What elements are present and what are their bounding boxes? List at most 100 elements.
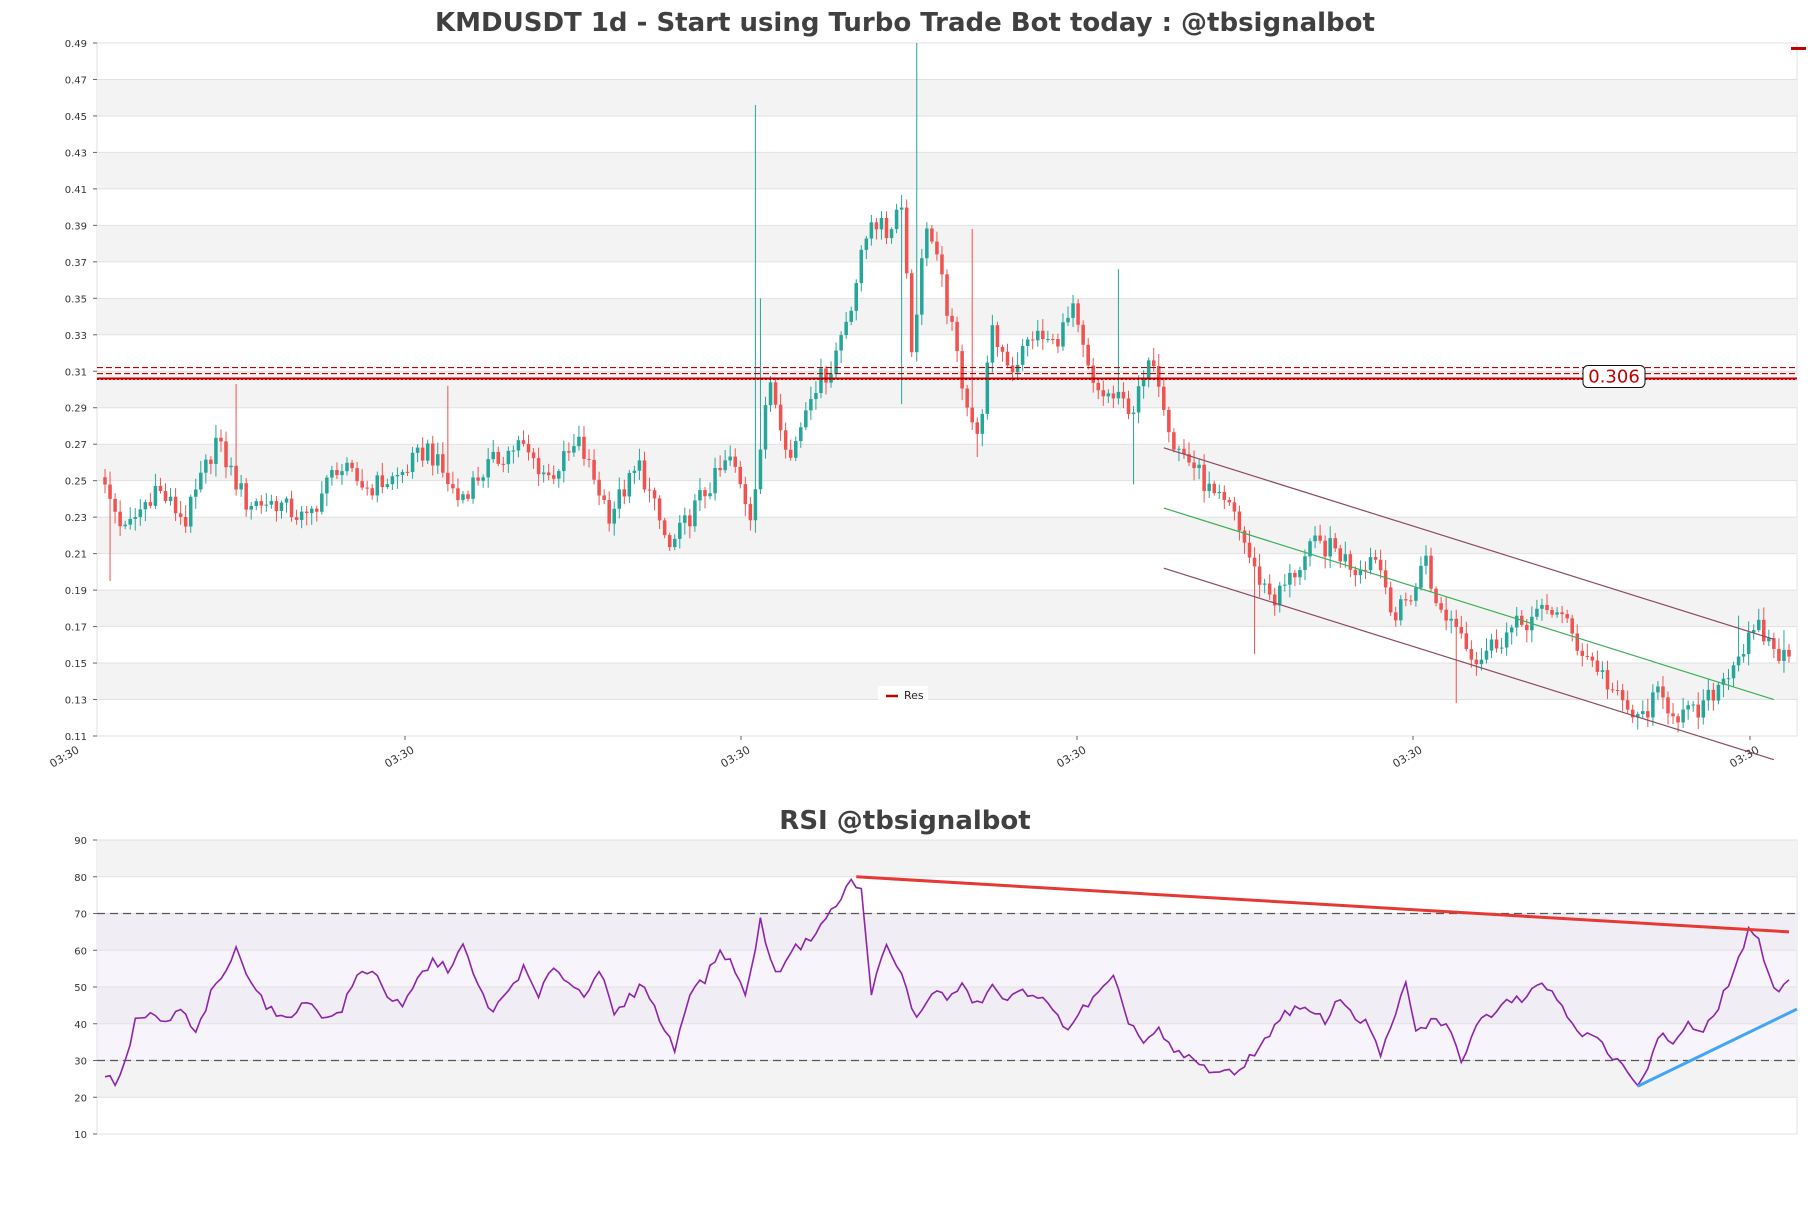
candle-body (1227, 499, 1232, 503)
candle-body (395, 474, 400, 477)
price-xtick-label: 03:30 (48, 743, 82, 770)
candle-body (1192, 462, 1196, 469)
candle-body (1373, 557, 1378, 560)
candle-body (345, 462, 349, 472)
candle-body (1338, 548, 1343, 562)
rsi-ytick-label: 20 (74, 1093, 87, 1104)
candle-body (1504, 632, 1509, 648)
candle-body (1081, 324, 1085, 345)
candle-body (562, 451, 566, 472)
candle-body (153, 485, 158, 506)
candle-body (975, 422, 980, 434)
candle-body (1399, 599, 1403, 621)
candle-body (1671, 713, 1675, 717)
candle-body (451, 484, 455, 489)
rsi-grid-band (97, 987, 1797, 1024)
candle-body (1726, 678, 1731, 680)
candle-body (652, 490, 657, 499)
candle-body (713, 467, 717, 494)
candle-body (567, 451, 571, 453)
candle-body (521, 440, 526, 444)
candle-body (546, 472, 551, 476)
candle-body (1600, 670, 1605, 672)
candle-body (1358, 569, 1363, 576)
candle-body (1237, 511, 1242, 531)
candle-body (1661, 686, 1665, 698)
candle-body (1378, 559, 1383, 571)
candle-body (1736, 656, 1741, 666)
candle-body (314, 508, 319, 512)
candle-body (471, 477, 475, 499)
candle-body (683, 515, 687, 523)
candle-body (138, 509, 143, 518)
candle-body (1363, 569, 1368, 571)
candle-body (1207, 483, 1211, 492)
candle-body (647, 489, 652, 491)
candle-body (1721, 678, 1726, 685)
candle-body (309, 508, 314, 514)
candle-body (536, 458, 541, 475)
candle-body (672, 538, 677, 548)
candle-body (1676, 716, 1680, 723)
candle-body (1212, 483, 1216, 494)
price-ytick-label: 0.25 (65, 477, 87, 488)
price-ytick-label: 0.23 (65, 513, 87, 524)
candle-body (254, 501, 259, 506)
candle-body (1787, 649, 1791, 657)
candle-body (783, 430, 788, 450)
candle-body (884, 217, 889, 239)
candle-body (607, 500, 611, 524)
candle-body (259, 501, 264, 506)
price-ytick-label: 0.43 (65, 148, 87, 159)
candle-body (476, 477, 480, 481)
candle-body (970, 407, 974, 423)
candle-body (118, 511, 122, 527)
candle-body (1217, 491, 1222, 494)
candle-body (960, 351, 964, 389)
candle-body (1005, 351, 1010, 366)
candle-body (1066, 317, 1070, 323)
price-ytick-label: 0.21 (65, 550, 87, 561)
candle-body (1025, 339, 1030, 346)
legend-res-label: Res (904, 689, 924, 702)
candle-body (1414, 587, 1418, 601)
candle-body (869, 222, 874, 239)
candle-body (1404, 599, 1408, 601)
price-grid-band (97, 663, 1797, 700)
candle-body (1514, 615, 1519, 628)
candle-body (854, 283, 859, 311)
candle-body (889, 229, 894, 239)
candle-body (637, 460, 642, 471)
candle-body (899, 207, 904, 210)
candle-body (466, 494, 470, 499)
candle-body (617, 489, 622, 509)
candle-body (496, 451, 501, 464)
candle-body (935, 241, 939, 255)
rsi-grid-band (97, 913, 1797, 951)
candle-body (143, 502, 148, 510)
candle-body (914, 314, 919, 353)
price-grid-band (97, 444, 1797, 481)
candle-body (693, 500, 697, 527)
candle-body (758, 449, 763, 490)
candle-body (299, 511, 304, 520)
candle-body (799, 427, 803, 442)
price-ytick-label: 0.33 (65, 331, 87, 342)
candle-body (1172, 432, 1176, 450)
candle-body (572, 446, 576, 453)
candle-body (930, 228, 934, 242)
candle-body (1686, 705, 1690, 710)
candle-body (183, 517, 188, 527)
candle-body (1706, 689, 1711, 701)
candle-body (1474, 659, 1479, 665)
candle-body (214, 437, 218, 464)
candle-body (587, 458, 591, 460)
candle-body (1494, 639, 1499, 649)
candle-body (108, 484, 112, 499)
candle-body (360, 481, 364, 488)
candle-body (511, 450, 516, 452)
candle-body (269, 501, 274, 505)
candle-body (1202, 464, 1206, 492)
candle-body (920, 258, 924, 315)
candle-body (1010, 365, 1015, 373)
